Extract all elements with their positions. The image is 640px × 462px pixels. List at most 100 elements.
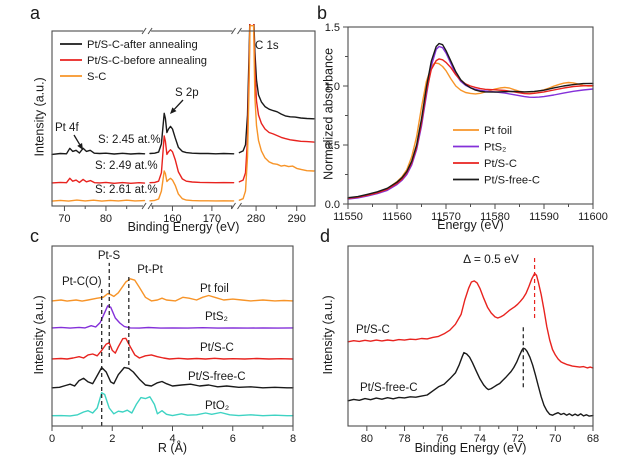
annotation-text: S 2p xyxy=(175,87,199,99)
axis-ticks-c xyxy=(51,426,294,431)
legend-b: Pt foil PtS₂ Pt/S-C Pt/S-free-C xyxy=(453,125,540,187)
panel-b-ylabel: Normalized absorbance xyxy=(321,47,336,180)
x-tick-label: 80 xyxy=(100,213,112,225)
series-pt-s-c xyxy=(347,272,594,369)
annotation-arrow-head xyxy=(77,142,83,150)
legend-label: Pt/S-C-after annealing xyxy=(87,39,198,51)
annotation-text: Pt/S-free-C xyxy=(360,382,418,394)
x-tick-label: 8 xyxy=(290,433,296,445)
annotation-text: Pt/S-free-C xyxy=(188,371,246,383)
x-tick-label: 68 xyxy=(587,433,599,445)
x-tick-label: 11560 xyxy=(382,211,412,223)
annotation-text: PtO₂ xyxy=(205,400,229,412)
axis-break-mark xyxy=(141,202,147,210)
x-tick-label: 80 xyxy=(361,433,373,445)
panel-d-xlabel: Binding Energy (eV) xyxy=(414,441,527,455)
y-tick-label: 0.5 xyxy=(325,140,340,152)
series-pt-s-free-c xyxy=(347,42,594,199)
annotation-text: PtS₂ xyxy=(205,311,228,323)
x-tick-label: 280 xyxy=(247,213,265,225)
annotation-text: Pt 4f xyxy=(55,122,79,134)
axis-ticks-b xyxy=(343,26,594,209)
y-tick-label: 0.0 xyxy=(325,199,340,211)
x-tick-label: 11600 xyxy=(578,211,608,223)
panel-b-letter: b xyxy=(317,3,328,23)
series-pt-s-c-after-annealing xyxy=(51,147,146,156)
plot-frame-b xyxy=(347,26,594,205)
panel-d-ylabel: Intensity (a.u.) xyxy=(321,295,336,375)
axis-break-gap xyxy=(143,204,152,208)
annotation-text: Pt foil xyxy=(200,283,229,295)
x-tick-label: 74 xyxy=(474,433,486,445)
annotation-arrow-head xyxy=(170,107,177,114)
annotation-text: C 1s xyxy=(255,40,279,52)
x-tick-label: 11570 xyxy=(431,211,461,223)
panel-b-xlabel: Energy (eV) xyxy=(437,218,504,232)
panel-c-plot: 0 2 4 6 8 Pt-S Pt-Pt Pt-C(O) Pt foil PtS₂ Pt/S-C Pt… xyxy=(49,245,296,445)
y-tick-label: 1.0 xyxy=(325,81,340,93)
series-pt-s-free-c xyxy=(347,347,594,417)
legend-label: Pt/S-free-C xyxy=(484,175,540,187)
series-pt-s-c-before-annealing xyxy=(51,177,146,185)
axis-ticks-d xyxy=(366,426,594,431)
x-tick-label: 0 xyxy=(49,433,55,445)
annotation-text: Pt/S-C xyxy=(356,324,390,336)
series-pt-foil xyxy=(347,62,594,199)
annotation-text: S: 2.45 at.% xyxy=(98,134,161,146)
annotation-text: S: 2.61 at.% xyxy=(95,184,158,196)
legend-label: S-C xyxy=(87,71,106,83)
panel-d-plot: 80 78 76 74 72 70 68 Δ = 0.5 eV Pt/S-C Pt/S-free-… xyxy=(347,245,599,445)
series-pt-s-c-after-annealing xyxy=(149,112,235,155)
annotation-text: Pt/S-C xyxy=(200,342,234,354)
plot-frame-c xyxy=(51,245,294,427)
panel-c-ylabel: Intensity (a.u.) xyxy=(32,295,47,375)
x-tick-label: 170 xyxy=(203,213,221,225)
x-tick-label: 11580 xyxy=(480,211,510,223)
annotation-text: Pt-C(O) xyxy=(62,276,102,288)
legend-label: Pt/S-C-before annealing xyxy=(87,55,207,67)
plot-frame-a xyxy=(51,30,316,207)
axis-break-gap xyxy=(232,29,241,33)
axis-break-gap xyxy=(143,29,152,33)
legend-label: Pt/S-C xyxy=(484,158,517,170)
x-tick-label: 72 xyxy=(511,433,523,445)
x-tick-label: 11550 xyxy=(333,211,363,223)
series-pt-s-free-c xyxy=(51,366,294,389)
series-pt-s-c xyxy=(347,58,594,200)
panel-c-xlabel: R (Å) xyxy=(157,441,188,455)
axis-break-gap xyxy=(232,204,241,208)
series-s-c xyxy=(149,170,235,202)
panel-a-letter: a xyxy=(30,3,41,23)
y-tick-label: 1.5 xyxy=(325,22,340,34)
axis-break-mark xyxy=(147,202,153,210)
series-pt-s-c xyxy=(51,337,294,360)
legend-label: PtS₂ xyxy=(484,142,506,154)
annotation-text: S: 2.49 at.% xyxy=(95,160,158,172)
series-s-c xyxy=(238,24,315,201)
series-pt-s-c-before-annealing xyxy=(149,135,235,184)
legend-label: Pt foil xyxy=(484,125,512,137)
series-s-c xyxy=(51,199,146,202)
annotation-arrow-line xyxy=(73,134,81,145)
series-pts- xyxy=(347,45,594,200)
annotation-text: Pt-Pt xyxy=(137,264,163,276)
series-pts- xyxy=(51,305,294,329)
x-tick-label: 6 xyxy=(230,433,236,445)
x-tick-label: 76 xyxy=(436,433,448,445)
x-tick-label: 78 xyxy=(398,433,410,445)
axis-break-mark xyxy=(237,27,242,35)
axis-break-mark xyxy=(237,202,242,210)
legend-a: Pt/S-C-after annealing Pt/S-C-before anne… xyxy=(60,39,207,83)
annotation-arrow-line xyxy=(173,99,184,110)
panel-d-letter: d xyxy=(320,226,331,246)
annotation-text: Pt-S xyxy=(98,250,121,262)
axis-ticks-a xyxy=(63,206,298,211)
panel-a-ylabel: Intensity (a.u.) xyxy=(32,77,47,157)
x-tick-label: 11590 xyxy=(529,211,559,223)
axis-break-mark xyxy=(147,27,153,35)
series-pto- xyxy=(51,391,294,417)
panel-a-xlabel: Binding Energy (eV) xyxy=(127,220,240,234)
annotation-text: Δ = 0.5 eV xyxy=(463,252,519,266)
